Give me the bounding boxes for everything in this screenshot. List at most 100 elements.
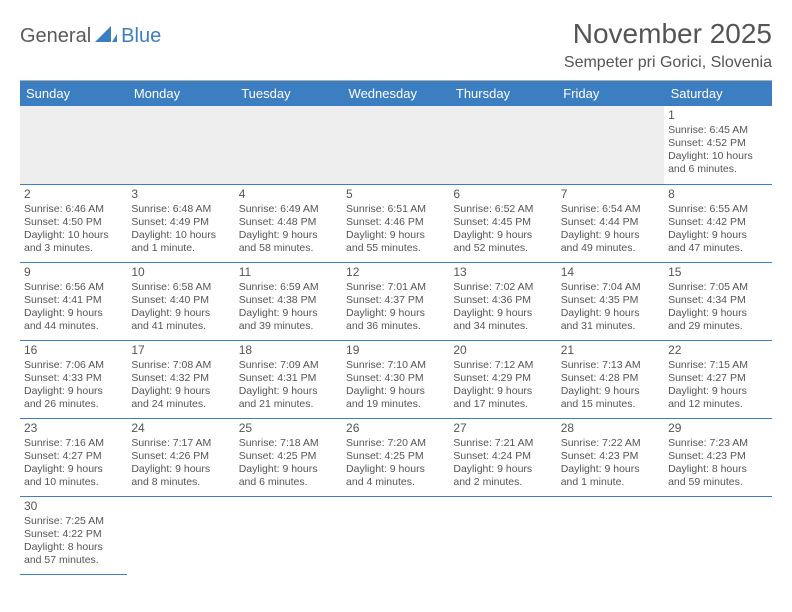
daylight-text: and 19 minutes. bbox=[346, 398, 445, 411]
day-number: 15 bbox=[668, 265, 767, 280]
daylight-text: and 49 minutes. bbox=[561, 242, 660, 255]
daylight-text: and 34 minutes. bbox=[453, 320, 552, 333]
calendar-row: 23Sunrise: 7:16 AMSunset: 4:27 PMDayligh… bbox=[20, 418, 772, 496]
sunset-text: Sunset: 4:30 PM bbox=[346, 372, 445, 385]
calendar-cell-empty bbox=[235, 496, 342, 574]
sunset-text: Sunset: 4:22 PM bbox=[24, 528, 123, 541]
sunrise-text: Sunrise: 6:59 AM bbox=[239, 281, 338, 294]
weekday-header: Wednesday bbox=[342, 81, 449, 106]
calendar-cell: 14Sunrise: 7:04 AMSunset: 4:35 PMDayligh… bbox=[557, 262, 664, 340]
sunrise-text: Sunrise: 7:17 AM bbox=[131, 437, 230, 450]
daylight-text: and 44 minutes. bbox=[24, 320, 123, 333]
calendar-cell: 6Sunrise: 6:52 AMSunset: 4:45 PMDaylight… bbox=[449, 184, 556, 262]
day-number: 1 bbox=[668, 108, 767, 123]
daylight-text: and 4 minutes. bbox=[346, 476, 445, 489]
daylight-text: Daylight: 8 hours bbox=[24, 541, 123, 554]
daylight-text: Daylight: 9 hours bbox=[561, 385, 660, 398]
calendar-cell: 30Sunrise: 7:25 AMSunset: 4:22 PMDayligh… bbox=[20, 496, 127, 574]
calendar-cell: 3Sunrise: 6:48 AMSunset: 4:49 PMDaylight… bbox=[127, 184, 234, 262]
sunrise-text: Sunrise: 7:04 AM bbox=[561, 281, 660, 294]
sunset-text: Sunset: 4:32 PM bbox=[131, 372, 230, 385]
calendar-cell: 16Sunrise: 7:06 AMSunset: 4:33 PMDayligh… bbox=[20, 340, 127, 418]
day-number: 7 bbox=[561, 187, 660, 202]
calendar-cell: 29Sunrise: 7:23 AMSunset: 4:23 PMDayligh… bbox=[664, 418, 771, 496]
daylight-text: Daylight: 9 hours bbox=[346, 229, 445, 242]
sunrise-text: Sunrise: 7:08 AM bbox=[131, 359, 230, 372]
day-number: 21 bbox=[561, 343, 660, 358]
daylight-text: Daylight: 9 hours bbox=[239, 463, 338, 476]
daylight-text: Daylight: 9 hours bbox=[668, 229, 767, 242]
daylight-text: and 58 minutes. bbox=[239, 242, 338, 255]
logo-text-general: General bbox=[20, 25, 91, 48]
calendar-cell: 25Sunrise: 7:18 AMSunset: 4:25 PMDayligh… bbox=[235, 418, 342, 496]
daylight-text: and 15 minutes. bbox=[561, 398, 660, 411]
daylight-text: Daylight: 9 hours bbox=[668, 385, 767, 398]
calendar-cell: 24Sunrise: 7:17 AMSunset: 4:26 PMDayligh… bbox=[127, 418, 234, 496]
sunset-text: Sunset: 4:29 PM bbox=[453, 372, 552, 385]
sunset-text: Sunset: 4:24 PM bbox=[453, 450, 552, 463]
calendar-cell: 28Sunrise: 7:22 AMSunset: 4:23 PMDayligh… bbox=[557, 418, 664, 496]
daylight-text: and 55 minutes. bbox=[346, 242, 445, 255]
daylight-text: Daylight: 9 hours bbox=[453, 463, 552, 476]
logo-sail-icon bbox=[95, 24, 117, 49]
calendar-row: 30Sunrise: 7:25 AMSunset: 4:22 PMDayligh… bbox=[20, 496, 772, 574]
day-number: 28 bbox=[561, 421, 660, 436]
sunset-text: Sunset: 4:25 PM bbox=[239, 450, 338, 463]
sunrise-text: Sunrise: 7:10 AM bbox=[346, 359, 445, 372]
daylight-text: and 47 minutes. bbox=[668, 242, 767, 255]
day-number: 16 bbox=[24, 343, 123, 358]
day-number: 14 bbox=[561, 265, 660, 280]
calendar-head: SundayMondayTuesdayWednesdayThursdayFrid… bbox=[20, 81, 772, 106]
daylight-text: and 2 minutes. bbox=[453, 476, 552, 489]
calendar-cell: 4Sunrise: 6:49 AMSunset: 4:48 PMDaylight… bbox=[235, 184, 342, 262]
sunrise-text: Sunrise: 7:18 AM bbox=[239, 437, 338, 450]
sunset-text: Sunset: 4:45 PM bbox=[453, 216, 552, 229]
daylight-text: and 41 minutes. bbox=[131, 320, 230, 333]
daylight-text: Daylight: 9 hours bbox=[24, 463, 123, 476]
calendar-cell-empty bbox=[342, 106, 449, 184]
daylight-text: Daylight: 9 hours bbox=[24, 307, 123, 320]
daylight-text: and 6 minutes. bbox=[668, 163, 767, 176]
daylight-text: Daylight: 10 hours bbox=[24, 229, 123, 242]
sunrise-text: Sunrise: 6:52 AM bbox=[453, 203, 552, 216]
daylight-text: and 12 minutes. bbox=[668, 398, 767, 411]
day-number: 29 bbox=[668, 421, 767, 436]
calendar-cell: 11Sunrise: 6:59 AMSunset: 4:38 PMDayligh… bbox=[235, 262, 342, 340]
header: General Blue November 2025 Sempeter pri … bbox=[20, 18, 772, 72]
calendar-cell: 10Sunrise: 6:58 AMSunset: 4:40 PMDayligh… bbox=[127, 262, 234, 340]
day-number: 3 bbox=[131, 187, 230, 202]
weekday-header: Sunday bbox=[20, 81, 127, 106]
calendar-cell: 20Sunrise: 7:12 AMSunset: 4:29 PMDayligh… bbox=[449, 340, 556, 418]
sunrise-text: Sunrise: 7:02 AM bbox=[453, 281, 552, 294]
daylight-text: Daylight: 10 hours bbox=[131, 229, 230, 242]
day-number: 27 bbox=[453, 421, 552, 436]
day-number: 6 bbox=[453, 187, 552, 202]
sunset-text: Sunset: 4:23 PM bbox=[561, 450, 660, 463]
sunrise-text: Sunrise: 6:49 AM bbox=[239, 203, 338, 216]
calendar-cell: 15Sunrise: 7:05 AMSunset: 4:34 PMDayligh… bbox=[664, 262, 771, 340]
sunset-text: Sunset: 4:27 PM bbox=[668, 372, 767, 385]
sunrise-text: Sunrise: 7:09 AM bbox=[239, 359, 338, 372]
calendar-cell: 2Sunrise: 6:46 AMSunset: 4:50 PMDaylight… bbox=[20, 184, 127, 262]
sunset-text: Sunset: 4:27 PM bbox=[24, 450, 123, 463]
calendar-cell: 17Sunrise: 7:08 AMSunset: 4:32 PMDayligh… bbox=[127, 340, 234, 418]
sunrise-text: Sunrise: 7:21 AM bbox=[453, 437, 552, 450]
logo-text-blue: Blue bbox=[121, 25, 161, 48]
sunset-text: Sunset: 4:33 PM bbox=[24, 372, 123, 385]
calendar-cell-empty bbox=[20, 106, 127, 184]
daylight-text: and 31 minutes. bbox=[561, 320, 660, 333]
daylight-text: and 6 minutes. bbox=[239, 476, 338, 489]
sunrise-text: Sunrise: 6:58 AM bbox=[131, 281, 230, 294]
calendar-cell: 27Sunrise: 7:21 AMSunset: 4:24 PMDayligh… bbox=[449, 418, 556, 496]
calendar-cell: 18Sunrise: 7:09 AMSunset: 4:31 PMDayligh… bbox=[235, 340, 342, 418]
day-number: 30 bbox=[24, 499, 123, 514]
calendar-row: 16Sunrise: 7:06 AMSunset: 4:33 PMDayligh… bbox=[20, 340, 772, 418]
sunrise-text: Sunrise: 6:48 AM bbox=[131, 203, 230, 216]
daylight-text: and 21 minutes. bbox=[239, 398, 338, 411]
sunset-text: Sunset: 4:40 PM bbox=[131, 294, 230, 307]
calendar-cell: 23Sunrise: 7:16 AMSunset: 4:27 PMDayligh… bbox=[20, 418, 127, 496]
day-number: 25 bbox=[239, 421, 338, 436]
calendar-cell-empty bbox=[127, 106, 234, 184]
sunset-text: Sunset: 4:26 PM bbox=[131, 450, 230, 463]
logo: General Blue bbox=[20, 18, 161, 49]
